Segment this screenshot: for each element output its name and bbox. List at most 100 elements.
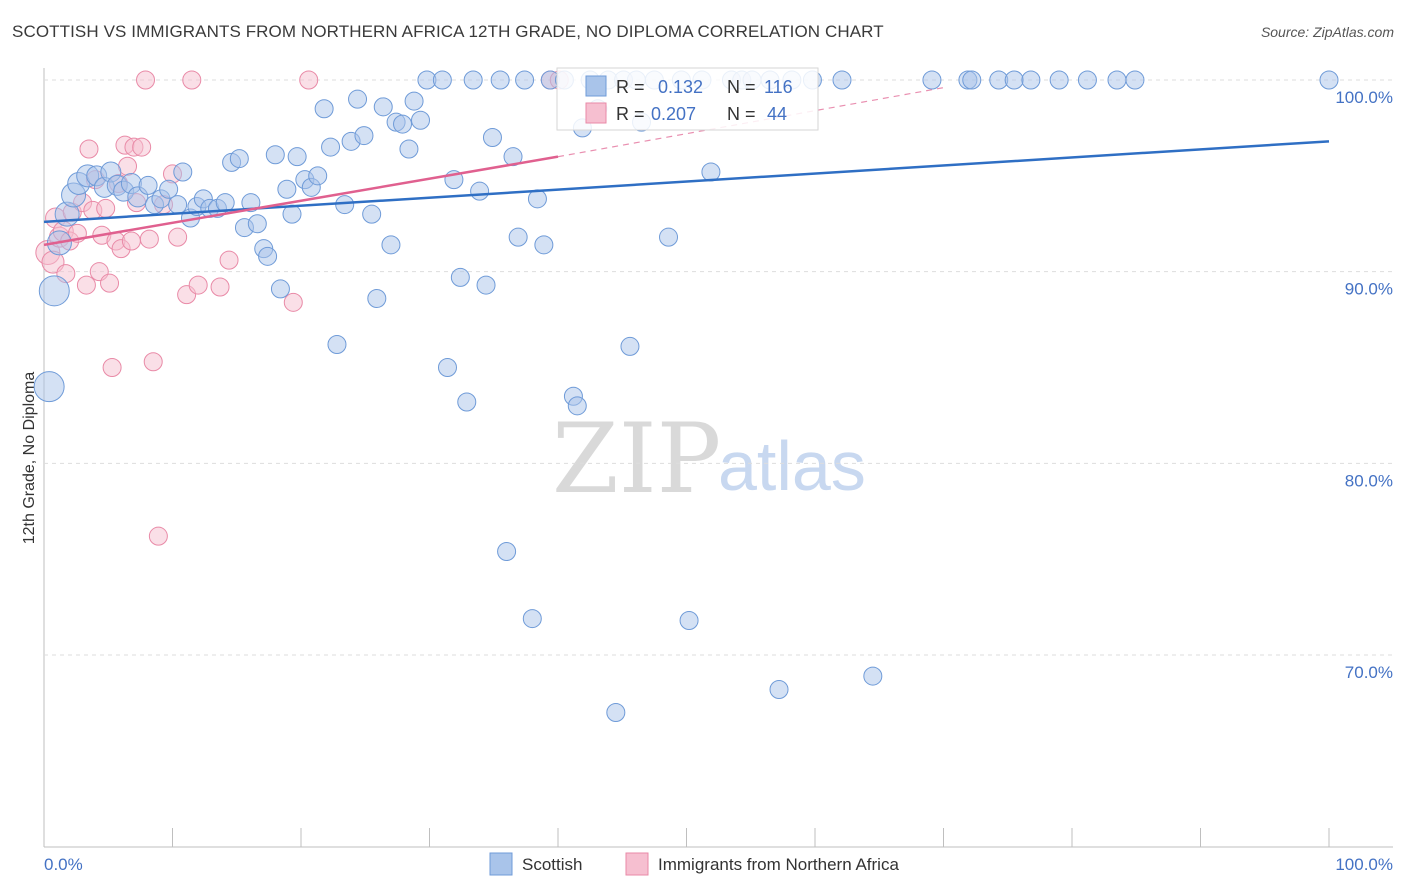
chart-title: SCOTTISH VS IMMIGRANTS FROM NORTHERN AFR… bbox=[12, 22, 884, 41]
y-tick-label-2: 80.0% bbox=[1345, 471, 1393, 490]
immigrants-point-39 bbox=[219, 250, 239, 270]
y-tick-label-1: 90.0% bbox=[1345, 280, 1393, 299]
scottish-point-102 bbox=[863, 666, 883, 686]
immigrants-point-17 bbox=[100, 273, 120, 293]
scottish-point-65 bbox=[476, 275, 496, 295]
y-axis-title: 12th Grade, No Diploma bbox=[21, 372, 38, 545]
immigrants-point-18 bbox=[102, 358, 122, 377]
scottish-point-83 bbox=[606, 703, 626, 722]
immigrants-point-28 bbox=[136, 70, 156, 90]
immigrants-point-37 bbox=[188, 275, 208, 295]
immigrants-point-11 bbox=[79, 139, 99, 159]
scottish-point-14 bbox=[138, 175, 158, 195]
scottish-point-70 bbox=[508, 227, 528, 247]
x-tick-label-max: 100.0% bbox=[1335, 855, 1393, 874]
stats-n-label-scottish: N = bbox=[727, 77, 756, 97]
immigrants-trend-line bbox=[43, 155, 559, 247]
scottish-point-103 bbox=[922, 70, 942, 90]
scottish-point-19 bbox=[173, 162, 193, 182]
scottish-point-27 bbox=[229, 149, 249, 169]
y-tick-label-3: 70.0% bbox=[1345, 663, 1393, 682]
trend-lines bbox=[43, 87, 1330, 247]
stats-n-value-immigrants: 44 bbox=[767, 104, 787, 124]
scottish-point-72 bbox=[522, 609, 542, 629]
stats-swatch-immigrants bbox=[585, 102, 607, 124]
scottish-point-71 bbox=[515, 70, 535, 90]
scottish-point-113 bbox=[1319, 70, 1339, 90]
scottish-point-49 bbox=[367, 289, 387, 308]
immigrants-point-31 bbox=[148, 526, 168, 546]
scottish-point-93 bbox=[701, 162, 721, 182]
series-scottish-points bbox=[33, 70, 1339, 722]
scottish-point-85 bbox=[620, 336, 640, 356]
scottish-point-111 bbox=[1107, 70, 1127, 90]
scottish-point-48 bbox=[362, 204, 382, 224]
immigrants-point-24 bbox=[121, 231, 141, 251]
immigrants-point-27 bbox=[132, 137, 152, 157]
scottish-point-17 bbox=[159, 179, 179, 199]
immigrants-point-34 bbox=[168, 227, 188, 247]
watermark-atlas: atlas bbox=[718, 427, 866, 505]
grid-lines bbox=[44, 79, 1393, 656]
scottish-point-37 bbox=[287, 147, 307, 167]
immigrants-point-10 bbox=[76, 275, 96, 295]
scottish-point-40 bbox=[308, 166, 328, 186]
scottish-point-58 bbox=[432, 70, 452, 90]
scottish-point-35 bbox=[277, 179, 297, 199]
immigrants-point-41 bbox=[299, 70, 319, 90]
scottish-point-89 bbox=[659, 227, 679, 247]
stats-n-value-scottish: 116 bbox=[764, 77, 793, 97]
scottish-point-63 bbox=[463, 70, 483, 90]
scottish-point-51 bbox=[381, 235, 401, 255]
legend-swatch-scottish bbox=[489, 852, 513, 876]
scottish-point-42 bbox=[321, 137, 341, 157]
scottish-point-98 bbox=[769, 680, 789, 699]
scottish-point-78 bbox=[567, 396, 587, 416]
immigrants-point-36 bbox=[182, 70, 202, 90]
stats-r-label-immigrants: R = bbox=[616, 104, 645, 124]
scottish-point-107 bbox=[1004, 70, 1024, 90]
stats-r-label-scottish: R = bbox=[616, 77, 645, 97]
scottish-point-59 bbox=[437, 358, 457, 377]
scottish-point-74 bbox=[534, 235, 554, 255]
immigrants-point-29 bbox=[139, 229, 159, 249]
y-tick-labels: 100.0% 90.0% 80.0% 70.0% bbox=[1335, 88, 1393, 682]
scottish-point-68 bbox=[497, 542, 517, 561]
scottish-point-30 bbox=[247, 214, 267, 234]
scottish-point-62 bbox=[457, 392, 477, 412]
source-label: Source: ZipAtlas.com bbox=[1260, 24, 1394, 40]
immigrants-point-16 bbox=[96, 198, 116, 218]
watermark-zip: ZIP bbox=[552, 403, 721, 515]
scottish-point-67 bbox=[490, 70, 510, 90]
immigrants-point-40 bbox=[283, 292, 303, 312]
scottish-point-110 bbox=[1077, 70, 1097, 90]
stats-r-value-scottish: 0.132 bbox=[658, 77, 703, 97]
bottom-legend: Scottish Immigrants from Northern Africa bbox=[489, 852, 899, 876]
scottish-point-101 bbox=[832, 70, 852, 90]
legend-swatch-immigrants bbox=[625, 852, 649, 876]
scottish-point-109 bbox=[1049, 70, 1069, 90]
scottish-point-47 bbox=[354, 126, 374, 146]
scottish-point-1 bbox=[38, 275, 70, 307]
x-ticks bbox=[43, 828, 1330, 847]
stats-legend: R = 0.132 N = 116 R = 0.207 N = 44 bbox=[556, 67, 819, 131]
scottish-point-34 bbox=[270, 279, 290, 299]
scottish-point-56 bbox=[411, 110, 431, 130]
scottish-point-33 bbox=[265, 145, 285, 165]
scottish-point-50 bbox=[373, 97, 393, 117]
scottish-point-69 bbox=[503, 147, 523, 167]
scottish-point-91 bbox=[679, 611, 699, 630]
legend-label-scottish: Scottish bbox=[522, 855, 582, 874]
scottish-point-55 bbox=[404, 91, 424, 111]
scottish-point-0 bbox=[33, 371, 65, 403]
scottish-point-43 bbox=[327, 335, 347, 354]
scottish-point-18 bbox=[168, 195, 188, 215]
scottish-point-54 bbox=[399, 139, 419, 159]
scottish-point-32 bbox=[258, 246, 278, 266]
scottish-point-46 bbox=[348, 89, 368, 109]
scottish-point-53 bbox=[393, 114, 413, 134]
scottish-point-66 bbox=[482, 128, 502, 147]
scottish-point-64 bbox=[470, 181, 490, 201]
scottish-point-29 bbox=[241, 193, 261, 213]
